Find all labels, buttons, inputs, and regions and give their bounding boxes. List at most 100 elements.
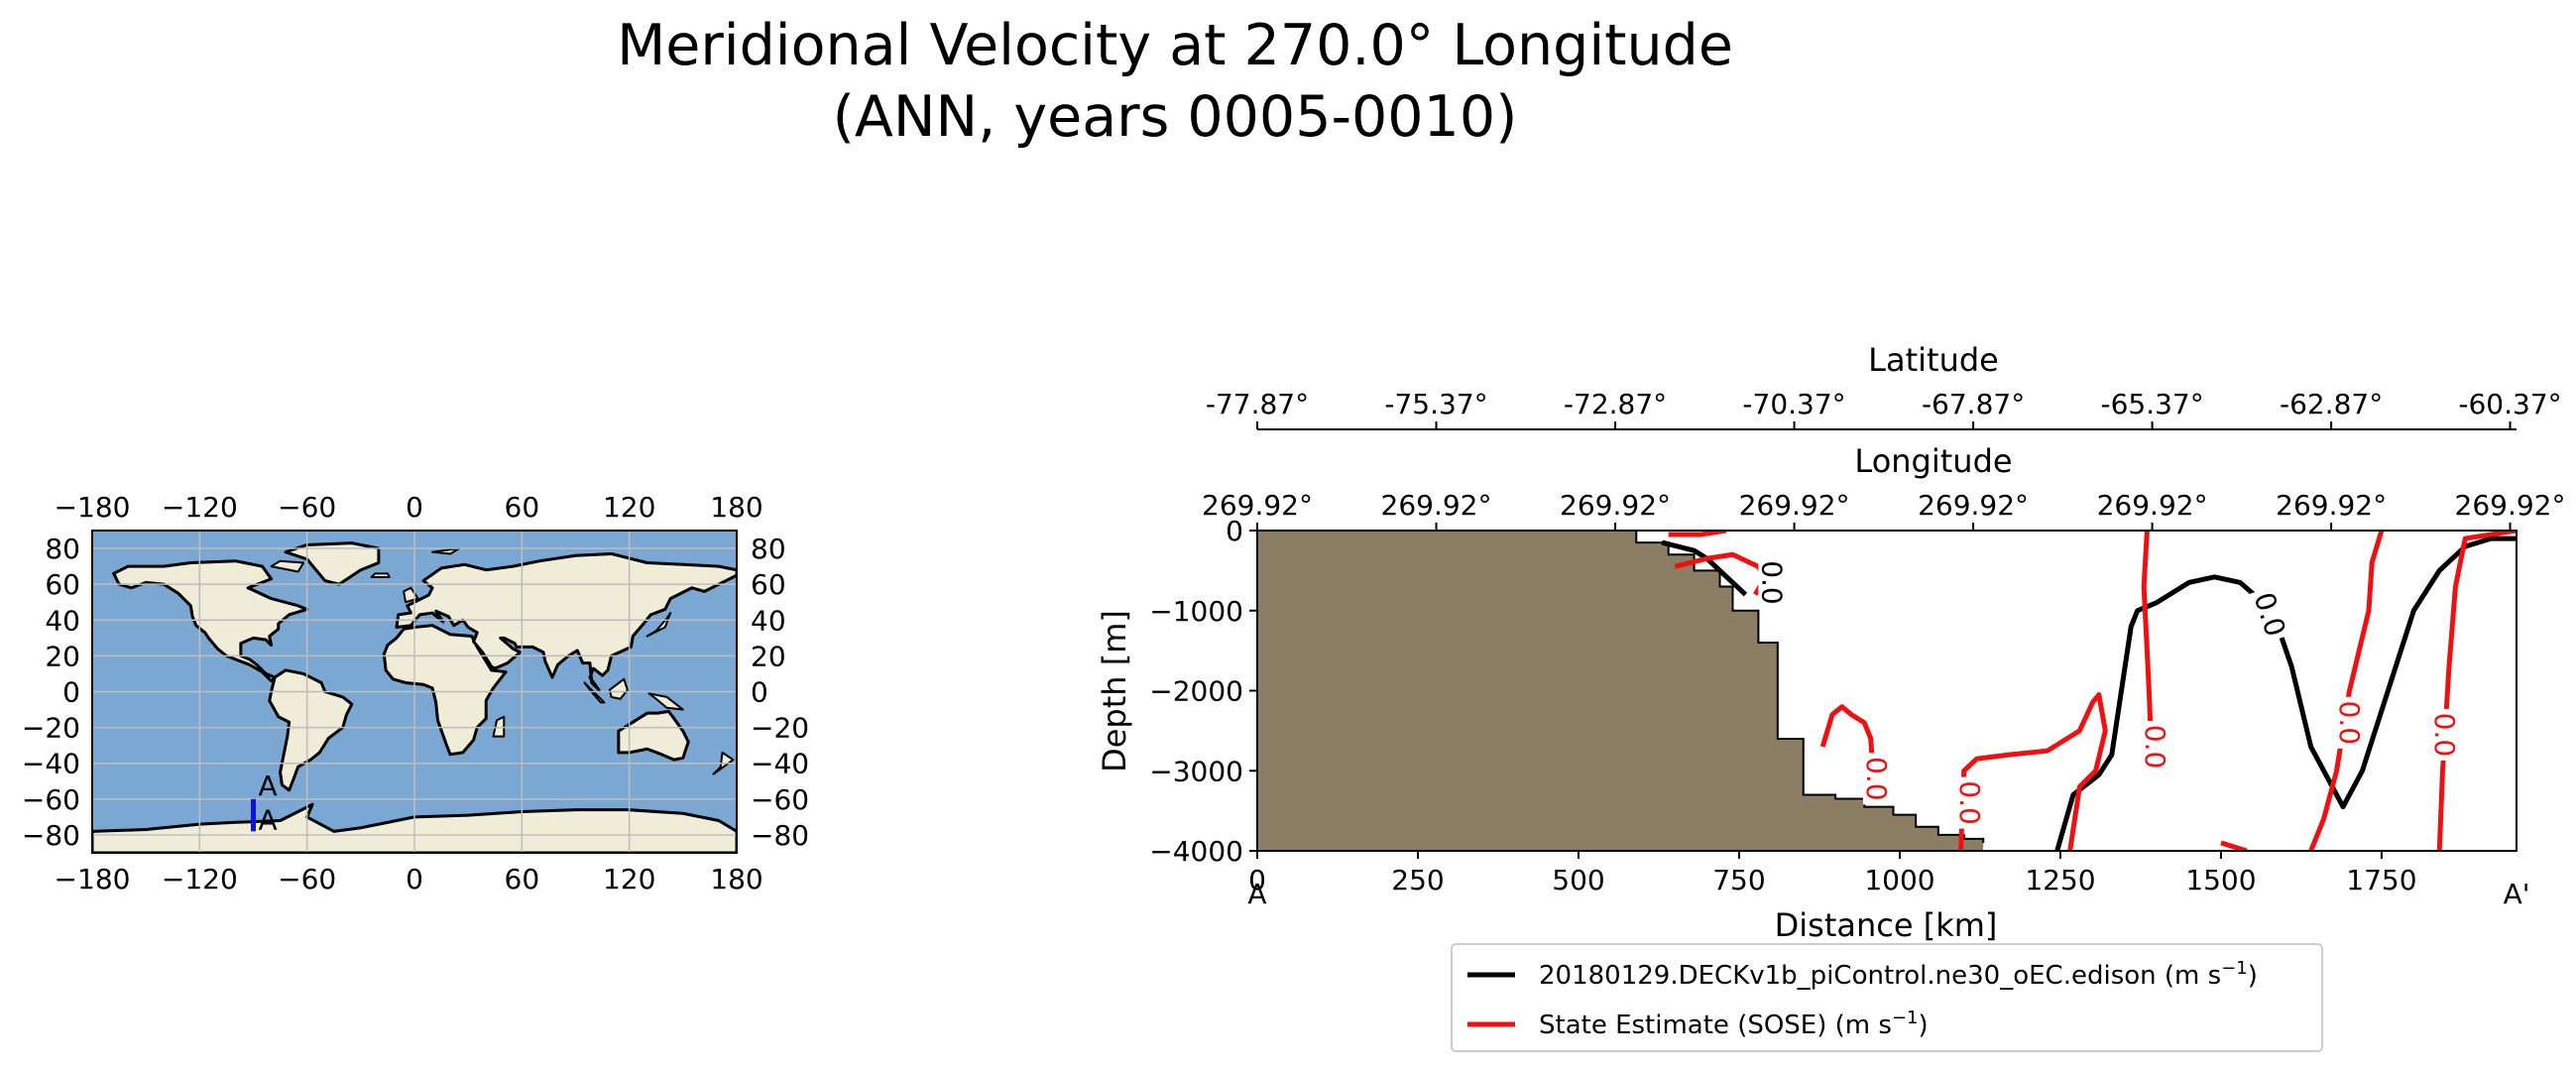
- contour-line: [1958, 692, 2108, 851]
- contour-level-label: 0.0: [2333, 701, 2366, 746]
- island-borneo: [608, 677, 629, 700]
- map-ytick-label-right: 80: [751, 533, 786, 565]
- x-tick-label: 1250: [2025, 864, 2095, 896]
- map-ytick-label-left: −20: [22, 712, 80, 745]
- map-ytick-label-left: 40: [45, 604, 80, 637]
- contour-level-label: 0.0: [1953, 780, 1986, 825]
- map-ytick-label-right: 60: [751, 568, 786, 601]
- map-ytick-label-right: 20: [751, 640, 786, 672]
- endpoint-end-label: A': [2504, 878, 2530, 910]
- x-tick-label: 0: [1248, 864, 1266, 896]
- bathymetry-outline: [1635, 531, 1985, 843]
- island-baffin: [270, 559, 305, 573]
- contour-label-bg: [1862, 753, 1889, 805]
- contour-label-bg: [2142, 721, 2168, 774]
- contour-line: [2436, 531, 2517, 851]
- x-tick-label: 1750: [2346, 864, 2416, 896]
- latitude-tick-label: -77.87°: [1206, 388, 1309, 420]
- map-xtick-label-top: 120: [603, 491, 655, 524]
- longitude-tick-label: 269.92°: [1918, 489, 2029, 522]
- island-new-guinea: [647, 692, 684, 711]
- bathymetry-fill: [1257, 531, 1984, 851]
- island-iceland: [370, 572, 391, 578]
- transect-start-label: A: [259, 803, 278, 836]
- transect-end-label: A': [259, 770, 286, 802]
- map-xtick-label-top: −180: [55, 491, 131, 524]
- island-japan: [645, 612, 672, 638]
- map-xtick-label-top: −60: [278, 491, 336, 524]
- map-xtick-label-top: −120: [162, 491, 238, 524]
- y-tick-label: 0: [1226, 515, 1243, 547]
- contour-line: [2220, 840, 2248, 851]
- map-ytick-label-right: −20: [751, 712, 809, 745]
- x-tick-label: 1000: [1864, 864, 1934, 896]
- figure-title-line2: (ANN, years 0005-0010): [832, 84, 1518, 150]
- continent-greenland: [284, 541, 381, 586]
- latitude-tick-label: -75.37°: [1384, 388, 1487, 420]
- map-ytick-label-left: 80: [45, 533, 80, 565]
- transect-section-plot: 0.00.00.00.00.00.0 0.00 250 500 750 1000 1250 1…: [1096, 341, 2566, 1052]
- longitude-axis-label: Longitude: [1854, 442, 2012, 480]
- island-sumatra: [583, 681, 606, 704]
- map-frame: [91, 530, 738, 854]
- map-gridlines: [92, 531, 737, 853]
- map-ytick-label-left: 20: [45, 640, 80, 672]
- latitude-tick-label: -65.37°: [2100, 388, 2203, 420]
- latitude-tick-label: -67.87°: [1922, 388, 2025, 420]
- contour-label-bg: [2249, 586, 2289, 644]
- y-tick-label: −4000: [1149, 835, 1243, 868]
- longitude-tick-label: 269.92°: [2097, 489, 2208, 522]
- map-ytick-label-left: 60: [45, 568, 80, 601]
- contour-label-bg: [2335, 696, 2362, 749]
- map-ytick-label-right: 0: [751, 676, 768, 709]
- map-ytick-label-right: −60: [751, 783, 809, 816]
- contour-line: [1668, 531, 1727, 537]
- legend-entry-label: 20180129.DECKv1b_piControl.ne30_oEC.edis…: [1539, 958, 2258, 991]
- map-xtick-label-bottom: 120: [603, 863, 655, 895]
- contour-line: [2308, 531, 2385, 851]
- longitude-tick-label: 269.92°: [1739, 489, 1850, 522]
- contour-line: [1819, 704, 1877, 795]
- map-ytick-label-left: 0: [62, 676, 80, 709]
- latitude-tick-label: -60.37°: [2458, 388, 2561, 420]
- longitude-tick-label: 269.92°: [2276, 489, 2387, 522]
- figure-title-line1: Meridional Velocity at 270.0° Longitude: [617, 13, 1733, 78]
- y-tick-label: −1000: [1149, 595, 1243, 628]
- contour-level-label: 0.0: [1860, 757, 1893, 801]
- island-madagascar: [492, 715, 506, 738]
- x-tick-label: 1500: [2185, 864, 2256, 896]
- contour-level-label: 0.0: [2428, 713, 2461, 758]
- y-axis-label: Depth [m]: [1096, 610, 1133, 773]
- continent-north-america: [112, 559, 309, 683]
- contour-line: [2141, 531, 2154, 723]
- map-xtick-label-bottom: −120: [162, 863, 238, 895]
- contour-level-label: 0.0: [1755, 560, 1788, 605]
- location-map: AA' −180 −180 −120 −120 −60 −60 0 0 60 60 120 120 180…: [22, 491, 809, 895]
- map-ytick-label-left: −60: [22, 783, 80, 816]
- map-xtick-label-bottom: 0: [406, 863, 423, 895]
- continent-eurasia: [395, 551, 737, 692]
- x-tick-label: 500: [1552, 864, 1604, 896]
- y-tick-label: −3000: [1149, 755, 1243, 787]
- map-xtick-label-top: 0: [406, 491, 423, 524]
- island-svalbard: [431, 547, 461, 555]
- longitude-tick-label: 269.92°: [1560, 489, 1671, 522]
- x-axis-label: Distance [km]: [1775, 906, 1998, 944]
- x-tick-label: 750: [1712, 864, 1765, 896]
- contour-label-bg: [1758, 556, 1785, 609]
- longitude-tick-label: 269.92°: [2455, 489, 2566, 522]
- endpoint-start-label: A: [1247, 878, 1266, 910]
- contour-label-bg: [2430, 708, 2457, 761]
- map-xtick-label-top: 60: [505, 491, 540, 524]
- latitude-tick-label: -70.37°: [1742, 388, 1845, 420]
- map-ytick-label-left: −80: [22, 819, 80, 852]
- map-xtick-label-bottom: 60: [505, 863, 540, 895]
- longitude-tick-label: 269.92°: [1202, 489, 1313, 522]
- map-ytick-label-right: 40: [751, 604, 786, 637]
- y-tick-label: −2000: [1149, 675, 1243, 708]
- contour-level-label: 0.0: [2139, 725, 2171, 770]
- contour-label-bg: [1955, 776, 1982, 829]
- latitude-tick-label: -72.87°: [1564, 388, 1667, 420]
- map-xtick-label-bottom: −180: [55, 863, 131, 895]
